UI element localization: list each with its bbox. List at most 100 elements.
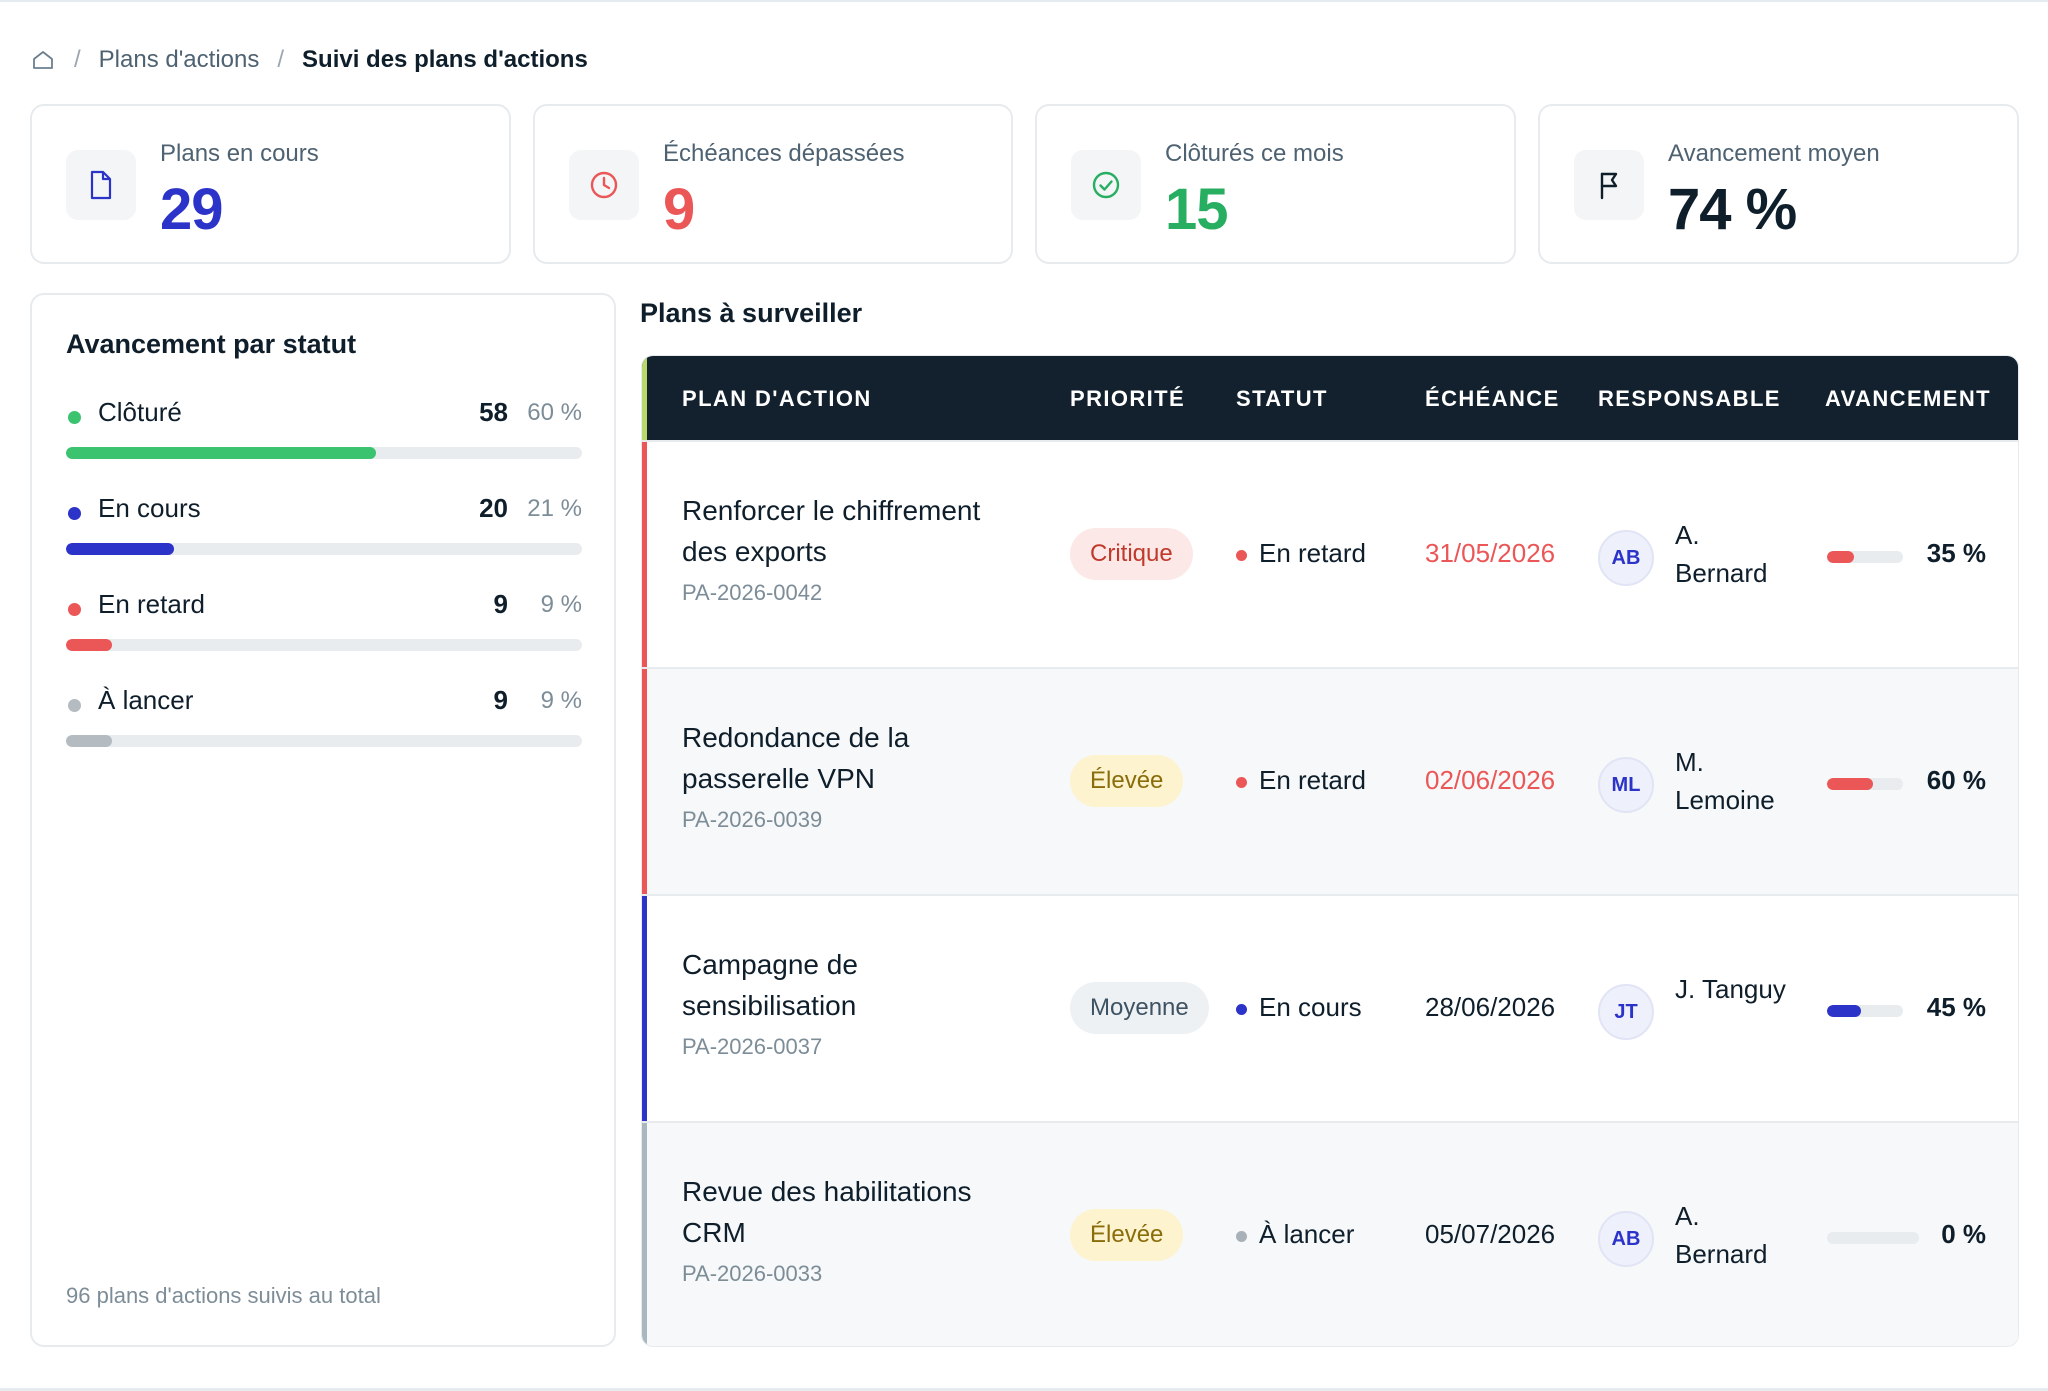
progress-percent: 35 % [1926, 538, 1986, 568]
priority-badge: Élevée [1070, 755, 1184, 807]
progress-fill [1827, 551, 1854, 563]
progress-track [1827, 778, 1903, 790]
column-header-responsable[interactable]: RESPONSABLE [1598, 386, 1781, 411]
status-dot [1236, 1231, 1247, 1242]
progress-track [1827, 551, 1903, 563]
status-label: En retard [1259, 765, 1366, 795]
plan-reference: PA-2026-0037 [682, 1034, 823, 1059]
plan-title[interactable]: Campagne de sensibilisation [682, 949, 858, 1021]
status-name: Clôturé [98, 397, 182, 427]
kpi-label: Échéances dépassées [663, 140, 905, 167]
column-header-echeance[interactable]: ÉCHÉANCE [1425, 386, 1560, 411]
table-row[interactable]: Redondance de la passerelle VPN PA-2026-… [642, 667, 2018, 894]
home-icon[interactable] [30, 47, 56, 73]
plan-title[interactable]: Redondance de la passerelle VPN [682, 722, 910, 794]
kpi-value: 9 [663, 177, 695, 242]
status-row-en-cours: En cours 20 21 % [66, 489, 582, 555]
status-progress-fill [66, 447, 376, 459]
breadcrumb-separator: / [74, 46, 81, 73]
status-count: 58 [479, 397, 508, 427]
column-header-plan[interactable]: PLAN D'ACTION [682, 386, 872, 411]
progress-fill [1827, 1005, 1862, 1017]
avatar[interactable]: AB [1598, 530, 1654, 586]
status-progress-track [66, 639, 582, 651]
panel-title: Avancement par statut [66, 329, 357, 359]
status-dot [68, 699, 81, 712]
top-border [0, 0, 2048, 2]
status-name: À lancer [98, 685, 194, 715]
kpi-value: 29 [160, 177, 224, 242]
plan-reference: PA-2026-0033 [682, 1261, 823, 1286]
status-percent: 60 % [527, 399, 582, 426]
breadcrumb: / Plans d'actions / Suivi des plans d'ac… [30, 40, 588, 80]
column-header-priorite[interactable]: PRIORITÉ [1070, 386, 1186, 411]
check-circle-icon [1071, 150, 1141, 220]
kpi-label: Clôturés ce mois [1165, 140, 1344, 167]
owner-name: J. Tanguy [1675, 974, 1786, 1004]
status-count: 9 [493, 589, 508, 619]
row-accent [642, 1123, 647, 1346]
status-name: En cours [98, 493, 201, 523]
column-header-statut[interactable]: STATUT [1236, 386, 1328, 411]
owner-name: A. Bernard [1675, 1201, 1768, 1269]
kpi-value: 74 % [1668, 177, 1797, 242]
priority-badge: Élevée [1070, 1209, 1184, 1261]
status-percent: 9 % [540, 687, 582, 714]
due-date: 31/05/2026 [1425, 538, 1556, 568]
plan-title[interactable]: Renforcer le chiffrement des exports [682, 495, 981, 567]
progress-percent: 0 % [1941, 1219, 1986, 1249]
row-accent [642, 896, 647, 1121]
status-percent: 21 % [527, 495, 582, 522]
kpi-card-echeances-depassees: Échéances dépassées 9 [533, 104, 1013, 264]
progress-percent: 45 % [1926, 992, 1986, 1022]
status-progress-track [66, 447, 582, 459]
status-row-a-lancer: À lancer 9 9 % [66, 681, 582, 747]
breadcrumb-separator: / [277, 46, 285, 73]
status-name: En retard [98, 589, 205, 619]
status-dot [68, 411, 81, 424]
row-accent [642, 442, 647, 667]
row-accent [642, 669, 647, 894]
status-dot [1236, 1004, 1247, 1015]
due-date: 28/06/2026 [1425, 992, 1556, 1022]
breadcrumb-current: Suivi des plans d'actions [302, 46, 588, 73]
avatar[interactable]: ML [1598, 757, 1654, 813]
plan-title[interactable]: Revue des habilitations CRM [682, 1176, 972, 1248]
status-dot [1236, 777, 1247, 788]
status-progress-panel: Avancement par statut Clôturé 58 60 % En… [30, 293, 616, 1347]
document-icon [66, 150, 136, 220]
clock-icon [569, 150, 639, 220]
status-progress-track [66, 735, 582, 747]
due-date: 02/06/2026 [1425, 765, 1556, 795]
avatar[interactable]: AB [1598, 1211, 1654, 1267]
avatar[interactable]: JT [1598, 984, 1654, 1040]
table-row[interactable]: Renforcer le chiffrement des exports PA-… [642, 440, 2018, 667]
status-dot [68, 507, 81, 520]
status-progress-fill [66, 639, 113, 651]
status-label: En cours [1259, 992, 1362, 1022]
kpi-label: Avancement moyen [1668, 140, 1880, 167]
table-row[interactable]: Revue des habilitations CRM PA-2026-0033… [642, 1121, 2018, 1346]
status-progress-fill [66, 543, 175, 555]
plans-table: PLAN D'ACTION PRIORITÉ STATUT ÉCHÉANCE R… [641, 355, 2019, 1347]
kpi-card-clotures-ce-mois: Clôturés ce mois 15 [1035, 104, 1516, 264]
panel-footer-total: 96 plans d'actions suivis au total [66, 1283, 381, 1308]
owner-name: M. Lemoine [1675, 747, 1775, 815]
status-progress-track [66, 543, 582, 555]
breadcrumb-link-plans[interactable]: Plans d'actions [98, 46, 260, 73]
table-row[interactable]: Campagne de sensibilisation PA-2026-0037… [642, 894, 2018, 1121]
status-count: 9 [493, 685, 508, 715]
bottom-border [0, 1388, 2048, 1391]
status-dot [1236, 550, 1247, 561]
priority-badge: Critique [1070, 528, 1193, 580]
owner-name: A. Bernard [1675, 520, 1768, 588]
column-header-avancement[interactable]: AVANCEMENT [1825, 386, 1991, 411]
table-header: PLAN D'ACTION PRIORITÉ STATUT ÉCHÉANCE R… [642, 356, 2018, 440]
kpi-card-plans-en-cours: Plans en cours 29 [30, 104, 511, 264]
status-label: En retard [1259, 538, 1366, 568]
kpi-value: 15 [1165, 177, 1229, 242]
flag-icon [1574, 150, 1644, 220]
plan-reference: PA-2026-0039 [682, 807, 823, 832]
status-label: À lancer [1259, 1219, 1355, 1249]
status-row-en-retard: En retard 9 9 % [66, 585, 582, 651]
